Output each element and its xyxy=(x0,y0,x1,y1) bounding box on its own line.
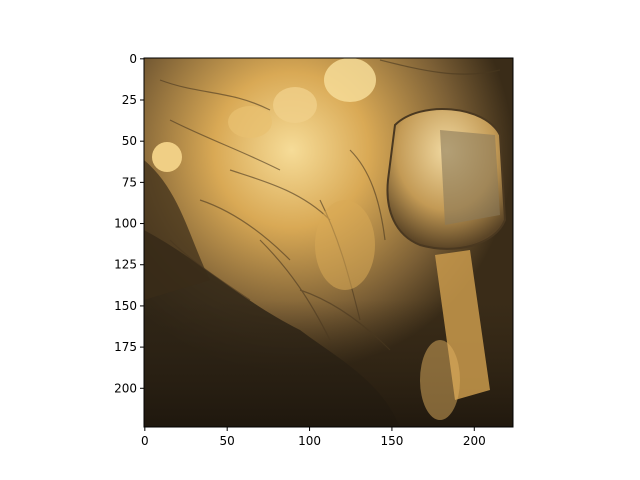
y-tick-label: 25 xyxy=(122,93,137,107)
y-tick-label: 75 xyxy=(122,175,137,189)
y-tick-label: 0 xyxy=(129,52,137,66)
highlight-spot xyxy=(152,142,182,172)
light-patch xyxy=(420,340,460,420)
y-axis: 0 25 50 75 100 125 150 175 200 xyxy=(114,52,144,395)
x-tick-label: 100 xyxy=(298,434,321,448)
microphone-stand xyxy=(435,250,490,400)
x-axis: 0 50 100 150 200 xyxy=(141,427,486,448)
microphone-grille xyxy=(440,130,500,225)
y-tick-label: 125 xyxy=(114,258,137,272)
image-content xyxy=(144,58,513,427)
highlight-blob xyxy=(228,106,272,138)
light-patch xyxy=(315,200,375,290)
x-tick-label: 50 xyxy=(220,434,235,448)
axes-frame xyxy=(143,57,514,428)
highlight-blob xyxy=(324,58,376,102)
highlight-blob xyxy=(273,87,317,123)
shadow-left xyxy=(144,160,210,300)
y-tick-label: 100 xyxy=(114,217,137,231)
x-tick-label: 200 xyxy=(463,434,486,448)
y-tick-label: 50 xyxy=(122,134,137,148)
x-tick-label: 0 xyxy=(141,434,149,448)
y-tick-label: 175 xyxy=(114,340,137,354)
y-tick-label: 200 xyxy=(114,381,137,395)
y-tick-label: 150 xyxy=(114,299,137,313)
x-tick-label: 150 xyxy=(380,434,403,448)
